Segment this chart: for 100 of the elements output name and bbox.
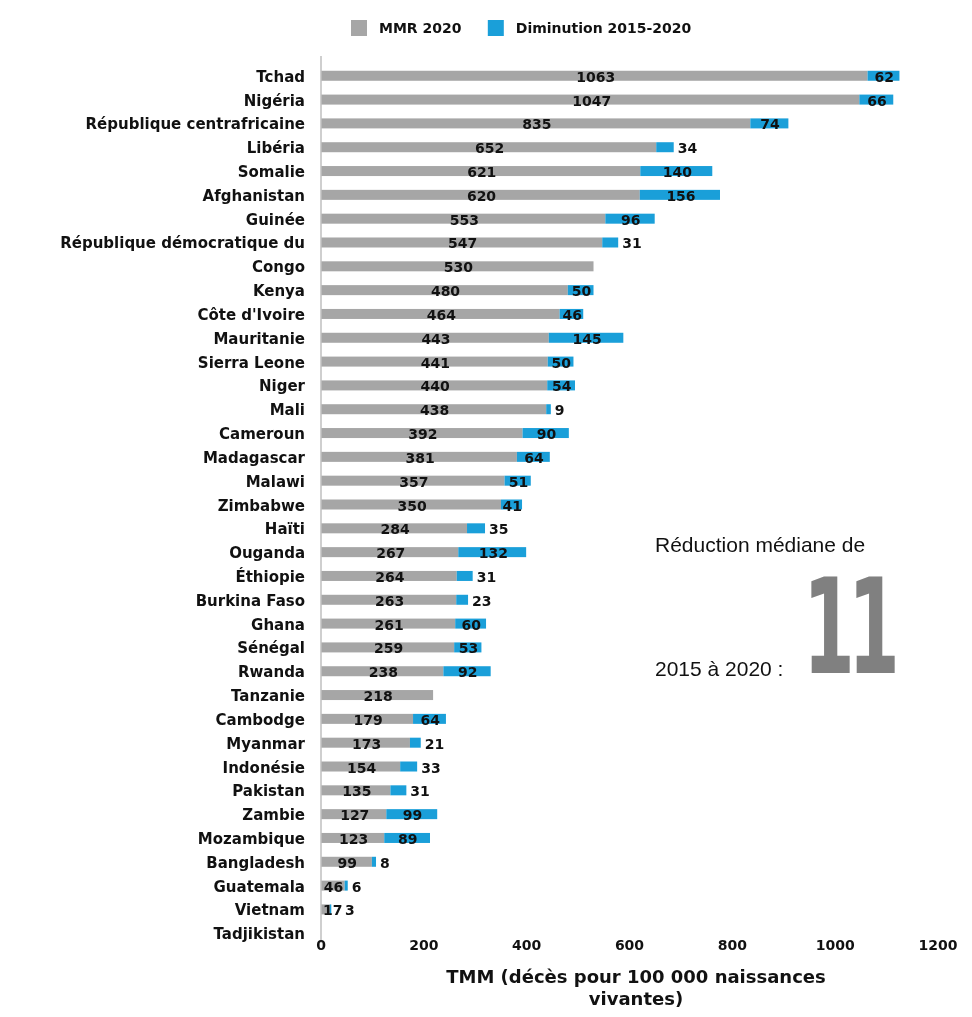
data-label: 464 bbox=[426, 306, 457, 323]
y-tick-label: Haïti bbox=[264, 520, 305, 539]
y-tick-label: Tchad bbox=[256, 67, 305, 86]
x-tick-label: 1200 bbox=[918, 937, 958, 953]
data-label: 35 bbox=[489, 521, 509, 538]
bar bbox=[371, 856, 377, 867]
data-label: 46 bbox=[562, 306, 582, 323]
data-label: 31 bbox=[622, 235, 642, 252]
data-label: 267 bbox=[376, 545, 406, 562]
y-tick-label: Madagascar bbox=[202, 448, 306, 467]
data-label: 261 bbox=[374, 616, 404, 633]
bar bbox=[321, 94, 860, 105]
y-tick-label: Ghana bbox=[251, 615, 305, 634]
y-tick-label: Sierra Leone bbox=[197, 353, 305, 372]
data-label: 64 bbox=[420, 711, 441, 728]
bar bbox=[321, 356, 548, 367]
y-tick-label: République démocratique du bbox=[60, 234, 305, 253]
y-tick-label: Vietnam bbox=[234, 901, 305, 920]
y-tick-label: République centrafricaine bbox=[85, 115, 305, 134]
bar bbox=[321, 380, 548, 391]
data-label: 652 bbox=[475, 140, 505, 157]
data-label: 154 bbox=[347, 759, 377, 776]
data-label: 238 bbox=[368, 664, 398, 681]
bar bbox=[409, 737, 421, 748]
bar bbox=[321, 499, 501, 510]
data-label: 218 bbox=[363, 688, 393, 705]
x-tick-label: 400 bbox=[512, 937, 542, 953]
data-label: 145 bbox=[572, 330, 602, 347]
annotation: Réduction médiane de bbox=[655, 533, 866, 556]
x-tick-label: 200 bbox=[409, 937, 439, 953]
data-label: 530 bbox=[443, 259, 474, 276]
y-tick-label: Éthiopie bbox=[235, 566, 305, 586]
data-label: 99 bbox=[337, 854, 357, 871]
data-label: 123 bbox=[339, 830, 369, 847]
x-tick-label: 0 bbox=[316, 937, 327, 953]
bar bbox=[390, 785, 407, 796]
data-label: 357 bbox=[399, 473, 429, 490]
bar bbox=[321, 332, 549, 343]
data-label: 259 bbox=[374, 640, 404, 657]
data-label: 480 bbox=[430, 283, 461, 300]
y-tick-label: Myanmar bbox=[226, 734, 306, 753]
data-label: 621 bbox=[467, 164, 497, 181]
data-label: 8 bbox=[380, 854, 390, 871]
data-label: 441 bbox=[420, 354, 451, 371]
y-tick-label: Cameroun bbox=[219, 425, 305, 444]
bar bbox=[321, 142, 657, 153]
y-tick-label: Libéria bbox=[246, 139, 305, 158]
bar bbox=[321, 285, 568, 296]
data-label: 547 bbox=[448, 235, 478, 252]
y-tick-label: Mozambique bbox=[197, 829, 305, 848]
data-label: 443 bbox=[421, 330, 451, 347]
data-label: 64 bbox=[524, 449, 545, 466]
data-label: 60 bbox=[461, 616, 482, 633]
y-tick-label: Tanzanie bbox=[231, 687, 305, 706]
data-label: 140 bbox=[662, 164, 693, 181]
bar bbox=[546, 404, 551, 415]
bar bbox=[321, 428, 523, 439]
data-label: 156 bbox=[666, 187, 696, 204]
data-label: 438 bbox=[420, 402, 450, 419]
y-tick-label: Nigéria bbox=[243, 91, 305, 110]
y-tick-label: Mali bbox=[269, 401, 305, 420]
data-label: 21 bbox=[424, 735, 445, 752]
data-label: 50 bbox=[571, 283, 592, 300]
data-label: 381 bbox=[405, 449, 435, 466]
data-label: 17 bbox=[323, 902, 343, 919]
data-label: 553 bbox=[449, 211, 479, 228]
data-label: 96 bbox=[621, 211, 641, 228]
data-label: 6 bbox=[351, 878, 362, 895]
data-label: 620 bbox=[466, 187, 497, 204]
data-label: 34 bbox=[677, 140, 698, 157]
data-label: 23 bbox=[472, 592, 492, 609]
y-tick-label: Afghanistan bbox=[202, 186, 305, 205]
data-label: 31 bbox=[476, 568, 497, 585]
bar bbox=[321, 70, 868, 81]
data-label: 3 bbox=[345, 902, 355, 919]
bar bbox=[321, 213, 606, 224]
y-tick-label: Congo bbox=[251, 258, 305, 277]
y-tick-label: Pakistan bbox=[232, 782, 305, 801]
y-tick-label: Rwanda bbox=[237, 663, 305, 682]
data-label: 132 bbox=[478, 545, 508, 562]
data-label: 51 bbox=[508, 473, 529, 490]
bar bbox=[321, 451, 517, 462]
data-label: 1063 bbox=[576, 68, 616, 85]
bar bbox=[321, 166, 641, 177]
y-tick-label: Mauritanie bbox=[213, 329, 305, 348]
annotation: 2015 à 2020 : bbox=[655, 657, 784, 680]
y-tick-label: Somalie bbox=[237, 163, 305, 182]
bar bbox=[456, 594, 469, 605]
bar bbox=[321, 237, 603, 248]
data-label: 135 bbox=[342, 783, 372, 800]
data-label: 89 bbox=[398, 830, 418, 847]
data-label: 263 bbox=[375, 592, 405, 609]
legend-label: MMR 2020 bbox=[379, 20, 462, 36]
bar bbox=[321, 189, 640, 200]
data-label: 264 bbox=[375, 568, 405, 585]
bar bbox=[456, 570, 473, 581]
data-label: 392 bbox=[408, 426, 438, 443]
x-axis-title: TMM (décès pour 100 000 naissances vivantes) bbox=[446, 966, 826, 1009]
data-label: 90 bbox=[536, 426, 557, 443]
bar bbox=[321, 308, 560, 319]
